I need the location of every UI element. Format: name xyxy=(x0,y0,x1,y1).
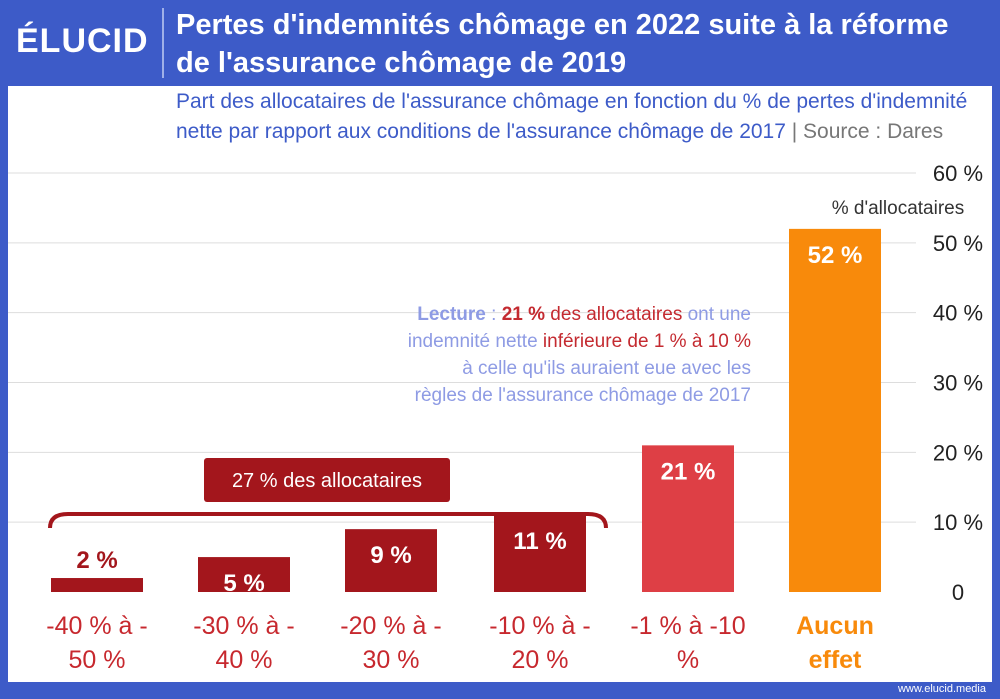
subtitle-text: Part des allocataires de l'assurance chô… xyxy=(176,90,968,143)
x-axis-ticks: -40 % à - 50 % -30 % à - 40 % -20 % à - 30 % -… xyxy=(46,612,874,674)
y-tick-label: 0 xyxy=(952,580,964,605)
bracket-label-box xyxy=(204,458,450,502)
lecture-line: à celle qu'ils auraient eue avec les xyxy=(462,358,751,379)
y-axis-label: % d'allocataires xyxy=(832,198,964,219)
subtitle-separator: | xyxy=(785,120,804,143)
lecture-line: règles de l'assurance chômage de 2017 xyxy=(415,385,751,406)
header: ÉLUCID Pertes d'indemnités chômage en 20… xyxy=(0,0,1000,86)
data-label: 9 % xyxy=(370,542,411,569)
lecture-line: indemnité nette inférieure de 1 % à 10 % xyxy=(408,331,751,352)
x-tick-label: -40 % à - xyxy=(46,612,147,640)
data-label: 2 % xyxy=(76,547,117,574)
lecture-segment: règles de l'assurance chômage de 2017 xyxy=(415,385,751,406)
x-tick-label: -30 % à - xyxy=(193,612,294,640)
bar xyxy=(198,557,290,592)
x-tick-label: effet xyxy=(809,646,862,674)
lecture-line: Lecture : 21 % des allocataires ont une xyxy=(417,304,751,325)
gridlines xyxy=(8,172,916,523)
x-tick-label: -20 % à - xyxy=(340,612,441,640)
bars: 2 % 5 % 9 % 11 % 21 % 52 % xyxy=(51,228,881,597)
lecture-segment: : xyxy=(486,304,502,325)
bar xyxy=(789,228,881,592)
lecture-segment: à celle qu'ils auraient eue avec les xyxy=(462,358,751,379)
data-label: 11 % xyxy=(513,528,566,555)
y-tick-label: 10 % xyxy=(933,510,983,535)
bar xyxy=(345,529,437,592)
y-tick-label: 20 % xyxy=(933,440,983,465)
x-tick-label: 20 % xyxy=(512,646,569,674)
lecture-segment: inférieure de 1 % à 10 % xyxy=(543,331,751,352)
x-tick-label: 50 % xyxy=(69,646,126,674)
elucid-logo: ÉLUCID xyxy=(16,22,149,60)
y-tick-label: 40 % xyxy=(933,301,983,326)
lecture-segment: des allocataires xyxy=(545,304,682,325)
chart-title: Pertes d'indemnités chômage en 2022 suit… xyxy=(176,9,949,79)
x-tick-label: -10 % à - xyxy=(489,612,590,640)
data-label: 21 % xyxy=(661,458,716,485)
data-label: 5 % xyxy=(223,570,264,597)
source-text: Source : Dares xyxy=(803,120,944,143)
footer-url: www.elucid.media xyxy=(897,683,986,695)
x-tick-label: -1 % à -10 xyxy=(630,612,745,640)
bracket-line xyxy=(48,512,608,529)
y-tick-label: 50 % xyxy=(933,231,983,256)
x-tick-label: % xyxy=(677,646,699,674)
bracket-label: 27 % des allocataires xyxy=(232,470,422,492)
lecture-segment: Lecture xyxy=(417,304,486,325)
bar xyxy=(494,515,586,592)
x-tick-label: 30 % xyxy=(363,646,420,674)
bar xyxy=(51,578,143,592)
bracket-group: 27 % des allocataires xyxy=(48,458,608,529)
y-tick-label: 30 % xyxy=(933,371,983,396)
bar-chart: 0 10 % 20 % 30 % 40 % 50 % 60 % % d'allocatair… xyxy=(8,161,983,674)
lecture-annotation: Lecture : 21 % des allocataires ont une i… xyxy=(408,304,751,406)
lecture-segment: 21 % xyxy=(502,304,545,325)
header-divider xyxy=(162,8,164,78)
x-tick-label: 40 % xyxy=(216,646,273,674)
subtitle: Part des allocataires de l'assurance chô… xyxy=(176,87,986,147)
y-tick-label: 60 % xyxy=(933,161,983,186)
data-label: 52 % xyxy=(808,242,863,269)
x-tick-label: Aucun xyxy=(796,612,874,640)
y-axis-ticks: 0 10 % 20 % 30 % 40 % 50 % 60 % xyxy=(933,161,983,605)
lecture-segment: indemnité nette xyxy=(408,331,543,352)
bar xyxy=(642,445,734,592)
chart-panel: 0 10 % 20 % 30 % 40 % 50 % 60 % % d'allocatair… xyxy=(8,86,992,682)
lecture-segment: ont une xyxy=(682,304,751,325)
